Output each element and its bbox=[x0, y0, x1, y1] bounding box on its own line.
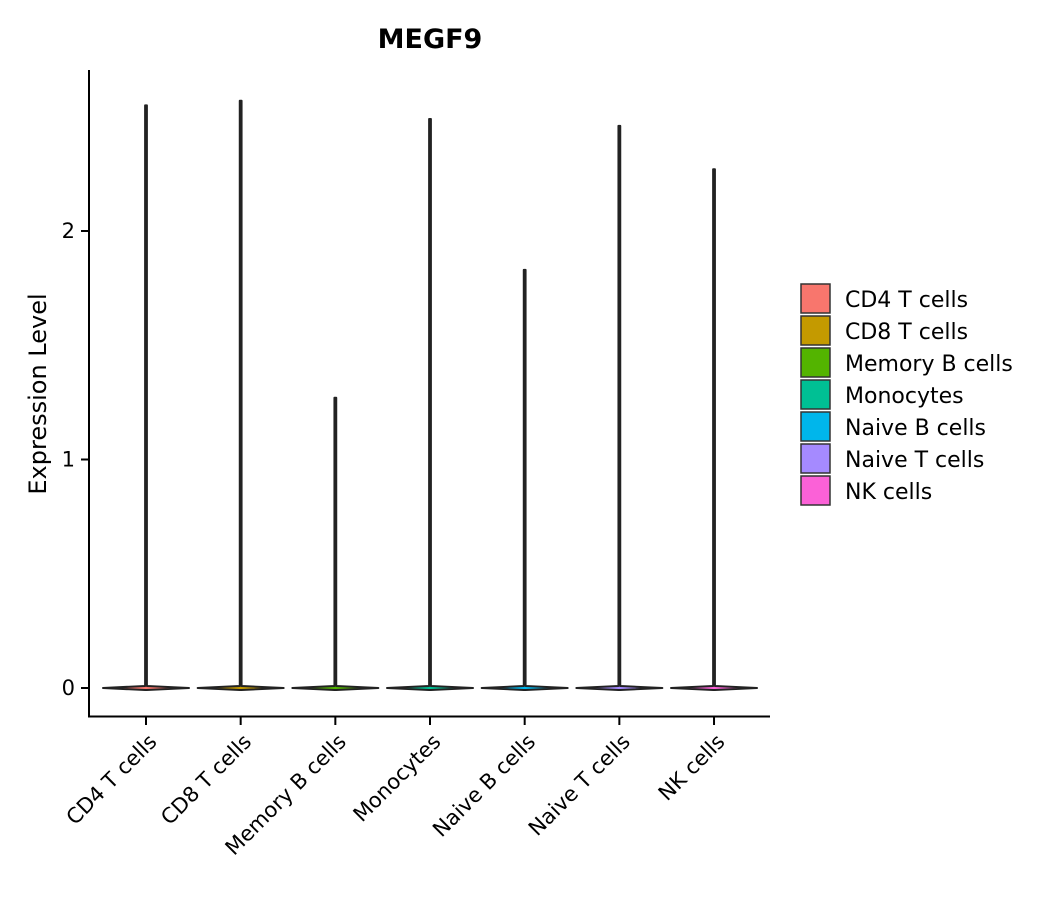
violin-memory-b-cells bbox=[291, 396, 380, 691]
x-tick-label: NK cells bbox=[654, 730, 730, 806]
x-tick-label: CD4 T cells bbox=[62, 730, 162, 830]
legend-label: Naive T cells bbox=[845, 448, 984, 473]
y-axis-title: Expression Level bbox=[24, 293, 52, 494]
chart-title: MEGF9 bbox=[378, 24, 483, 55]
violin-naive-b-cells bbox=[480, 268, 569, 691]
legend-label: NK cells bbox=[845, 480, 932, 505]
legend: CD4 T cells CD8 T cells Memory B cells Mono… bbox=[800, 283, 1013, 506]
x-tick-label: Naive T cells bbox=[524, 730, 635, 841]
y-ticks: 0 1 2 bbox=[62, 219, 89, 700]
legend-label: CD8 T cells bbox=[845, 320, 968, 345]
legend-swatch bbox=[800, 379, 831, 410]
violin-nk-cells bbox=[670, 168, 759, 691]
y-tick-label: 1 bbox=[62, 448, 75, 472]
y-tick-label: 2 bbox=[62, 219, 75, 243]
legend-label: CD4 T cells bbox=[845, 288, 968, 313]
legend-label: Naive B cells bbox=[845, 416, 986, 441]
legend-swatch bbox=[800, 283, 831, 314]
legend-label: Monocytes bbox=[845, 384, 964, 409]
x-tick-label: Monocytes bbox=[349, 730, 446, 827]
violin-monocytes bbox=[386, 118, 475, 691]
legend-swatch bbox=[800, 411, 831, 442]
legend-swatch bbox=[800, 443, 831, 474]
violin-cd4-t-cells bbox=[102, 104, 190, 691]
legend-swatch bbox=[800, 475, 831, 506]
violins bbox=[102, 99, 759, 691]
y-tick-label: 0 bbox=[62, 676, 75, 700]
legend-label: Memory B cells bbox=[845, 352, 1013, 377]
violin-naive-t-cells bbox=[575, 124, 664, 691]
legend-swatch bbox=[800, 315, 831, 346]
legend-swatch bbox=[800, 347, 831, 378]
violin-cd8-t-cells bbox=[196, 99, 285, 691]
x-tick-label: CD8 T cells bbox=[156, 730, 256, 830]
